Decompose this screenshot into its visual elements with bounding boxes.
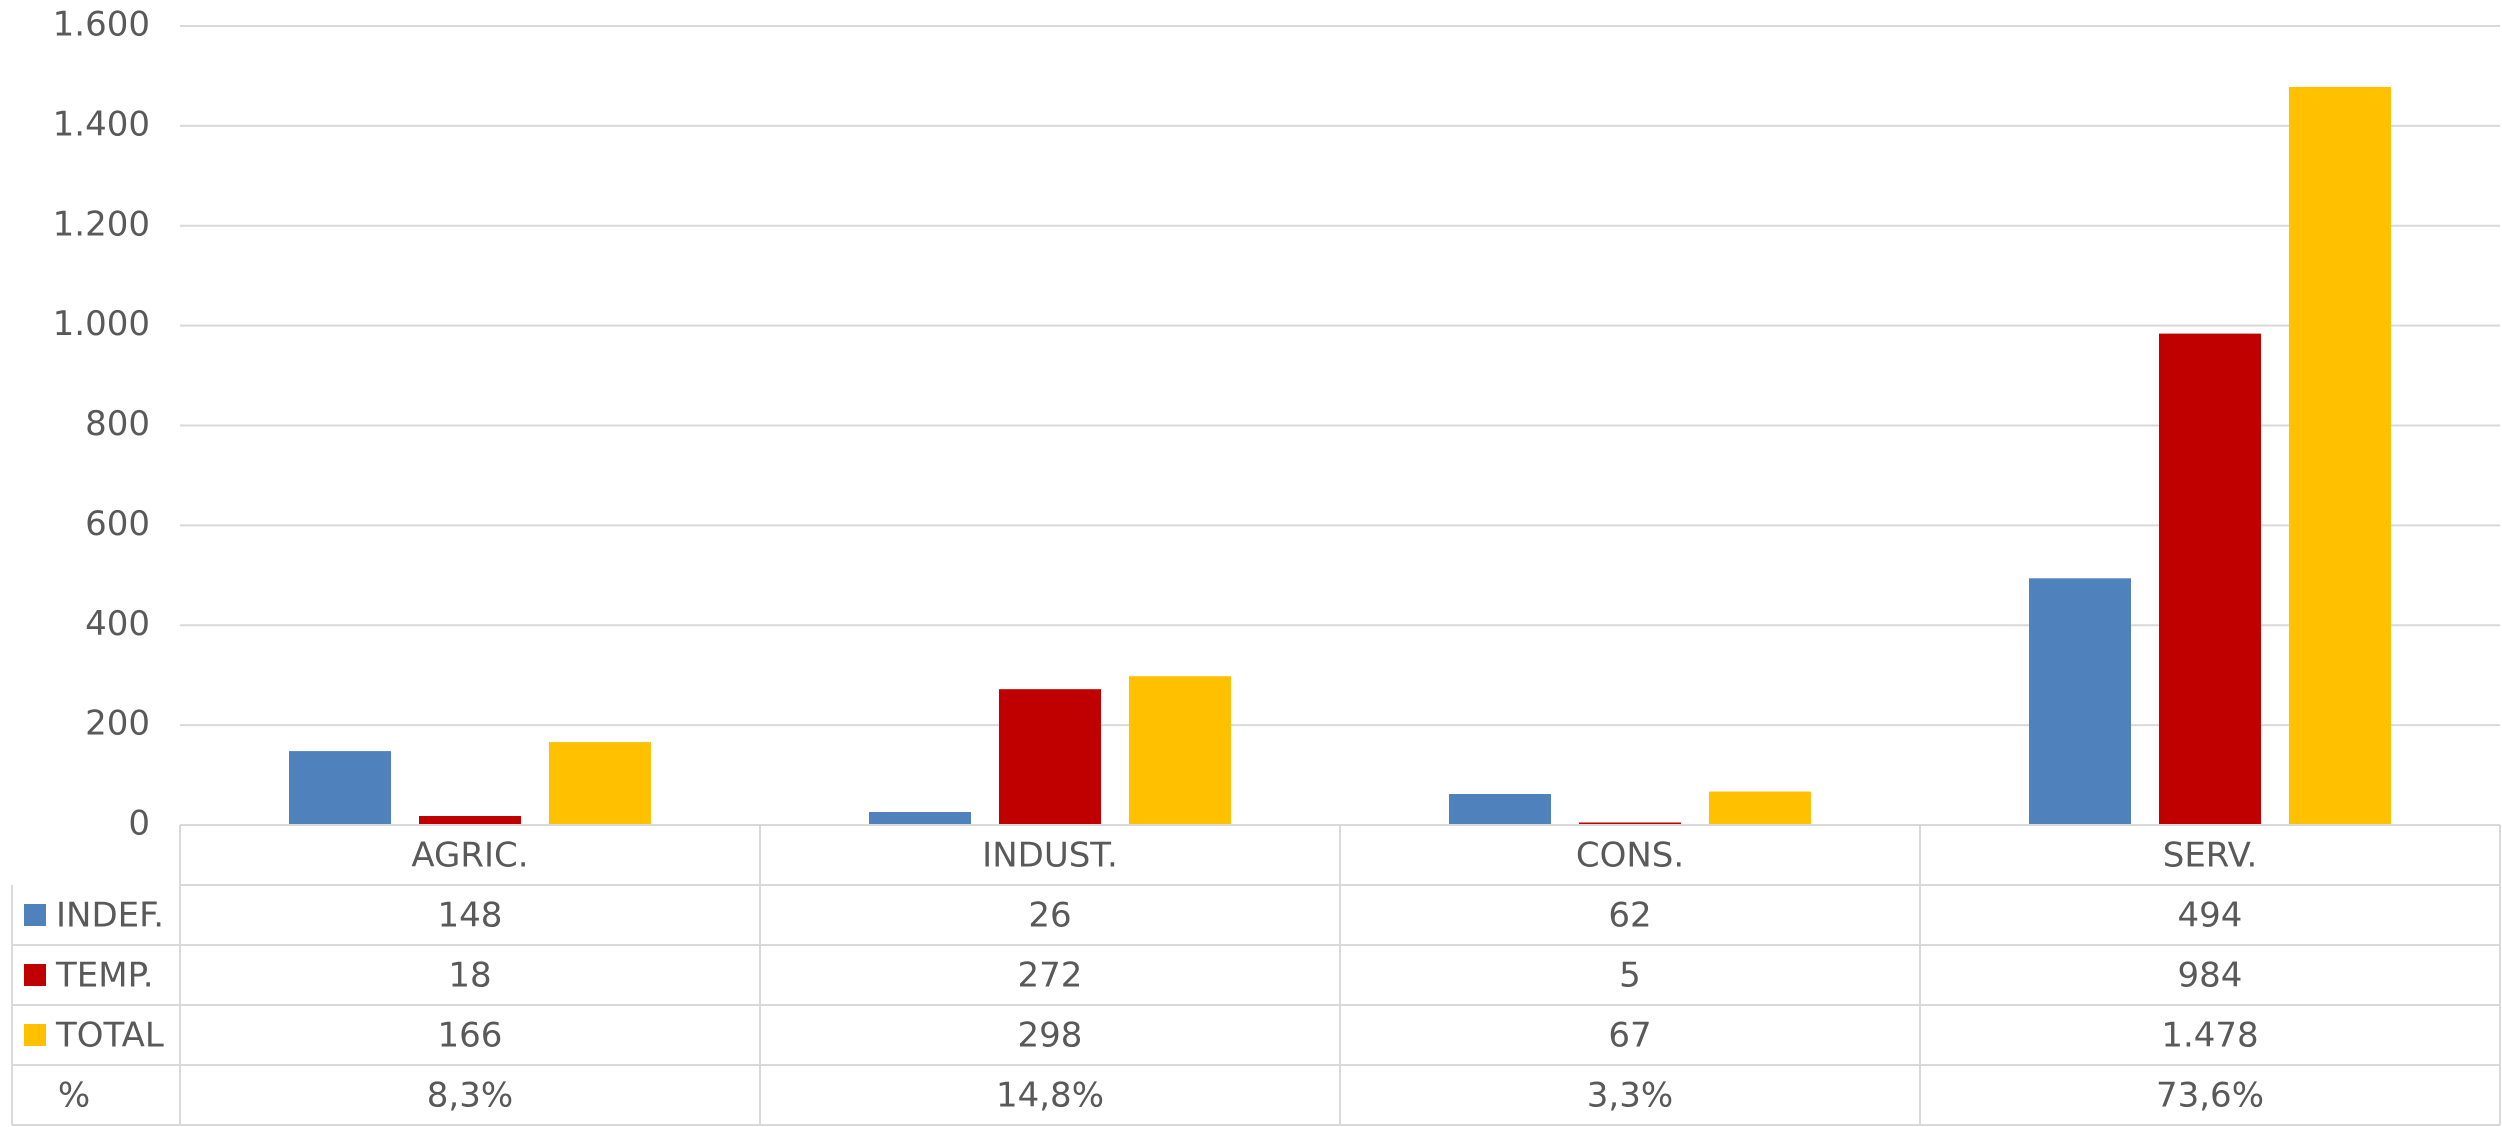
bar [1579,822,1681,825]
percent-row-label: % [58,1076,90,1116]
y-tick-label: 600 [85,504,150,544]
table-value: 62 [1608,896,1651,936]
table-value: 5 [1619,956,1641,996]
table-value: 67 [1608,1016,1651,1056]
table-value: 984 [2178,956,2243,996]
y-tick-label: 0 [128,804,150,844]
percent-value: 73,6% [2156,1076,2264,1116]
y-tick-label: 1.400 [53,104,150,144]
bar [2159,333,2261,825]
y-tick-label: 400 [85,604,150,644]
legend-label: INDEF. [56,896,164,936]
category-label: AGRIC. [411,836,528,876]
bar [289,751,391,825]
legend-key [24,964,46,986]
y-tick-label: 200 [85,704,150,744]
bar [2029,578,2131,825]
bar [869,812,971,825]
legend-label: TEMP. [55,956,154,996]
bar [1709,791,1811,825]
bar [1449,794,1551,825]
bar [419,816,521,825]
bar [999,689,1101,825]
table-value: 18 [448,956,491,996]
y-tick-label: 1.600 [53,5,150,45]
category-label: SERV. [2163,836,2258,876]
category-label: CONS. [1576,836,1684,876]
table-value: 494 [2178,896,2243,936]
y-tick-label: 800 [85,404,150,444]
table-value: 1.478 [2161,1016,2258,1056]
y-tick-label: 1.000 [53,304,150,344]
bar [2289,86,2391,825]
table-value: 166 [438,1016,503,1056]
legend-label: TOTAL [55,1016,164,1056]
percent-value: 8,3% [427,1076,513,1116]
legend-key [24,1024,46,1046]
table-value: 298 [1018,1016,1083,1056]
table-value: 272 [1018,956,1083,996]
table-value: 148 [438,896,503,936]
y-tick-label: 1.200 [53,204,150,244]
percent-value: 14,8% [996,1076,1104,1116]
bar [1129,676,1231,825]
bar [549,742,651,825]
legend-key [24,904,46,926]
category-label: INDUST. [982,836,1118,876]
table-value: 26 [1028,896,1071,936]
percent-value: 3,3% [1587,1076,1673,1116]
